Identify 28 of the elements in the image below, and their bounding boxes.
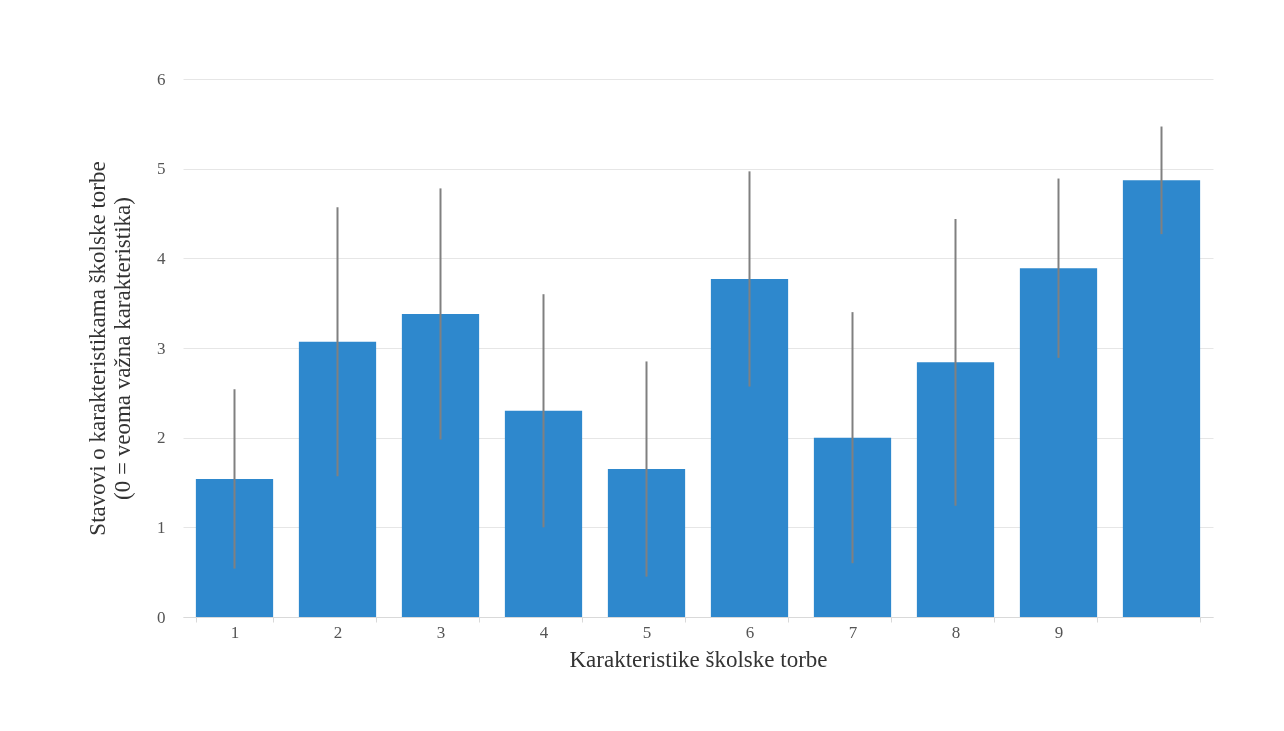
y-axis-title: Stavovi o karakteristikama školske torbe (0 = veoma važna karakteristika) [85,161,135,536]
x-tick-label: 1 [230,622,240,642]
bar [504,410,583,617]
x-axis-title: Karakteristike školske torbe [569,646,828,672]
bar [401,313,480,617]
bar [298,341,377,617]
y-tick-label: 2 [157,428,166,448]
y-tick-label: 5 [157,159,166,179]
x-tick-label: 3 [436,622,446,642]
x-tick-label: 9 [1054,622,1064,642]
y-tick-label: 3 [157,338,166,358]
x-tick-label: 4 [539,622,549,642]
y-tick-label: 0 [157,607,166,627]
x-tick-label: 8 [951,622,961,642]
bar [710,278,789,617]
bar [916,362,995,617]
bar [195,478,274,617]
x-tick-label: 6 [745,622,755,642]
x-tick-label: 2 [333,622,343,642]
bar [607,469,686,617]
y-tick-label: 4 [157,248,166,268]
x-tick-label: 5 [642,622,652,642]
y-tick-label: 1 [157,517,166,537]
y-tick-label: 6 [157,69,166,89]
bar [1122,180,1201,617]
x-tick-label: 7 [848,622,858,642]
bar [1019,268,1098,617]
bar [813,437,892,617]
